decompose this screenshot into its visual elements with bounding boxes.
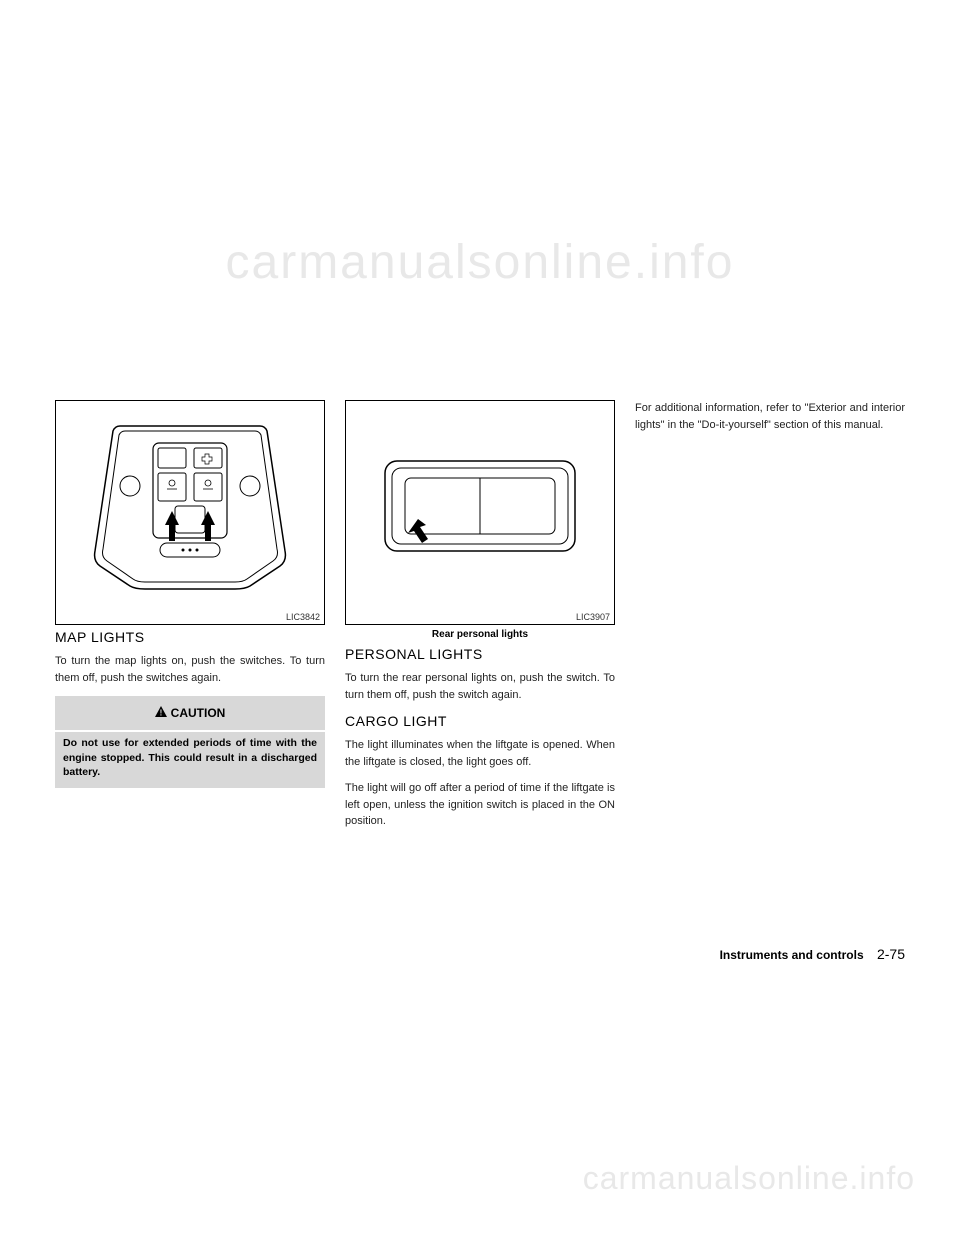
paragraph-cargo-1: The light illuminates when the liftgate …: [345, 737, 615, 770]
caution-label: CAUTION: [171, 706, 226, 720]
column-1: LIC3842 MAP LIGHTS To turn the map light…: [55, 400, 325, 840]
svg-text:!: !: [159, 709, 162, 718]
caution-box: ! CAUTION: [55, 696, 325, 730]
warning-icon: !: [155, 706, 167, 720]
heading-personal-lights: PERSONAL LIGHTS: [345, 646, 615, 662]
figure-rear-lights: LIC3907: [345, 400, 615, 625]
paragraph-personal-lights: To turn the rear personal lights on, pus…: [345, 670, 615, 703]
figure-label-2: LIC3907: [576, 612, 610, 622]
column-2: LIC3907 Rear personal lights PERSONAL LI…: [345, 400, 615, 840]
heading-map-lights: MAP LIGHTS: [55, 629, 325, 645]
paragraph-map-lights: To turn the map lights on, push the swit…: [55, 653, 325, 686]
watermark-bottom: carmanualsonline.info: [583, 1160, 915, 1197]
figure-caption-2: Rear personal lights: [345, 629, 615, 640]
caution-header: ! CAUTION: [63, 702, 317, 724]
paragraph-cargo-2: The light will go off after a period of …: [345, 780, 615, 830]
page-content: LIC3842 MAP LIGHTS To turn the map light…: [55, 400, 905, 840]
footer-page-number: 2-75: [877, 946, 905, 962]
map-lights-illustration: [75, 411, 305, 611]
watermark-top: carmanualsonline.info: [0, 235, 960, 290]
page-footer: Instruments and controls 2-75: [720, 946, 905, 962]
footer-section-name: Instruments and controls: [720, 948, 864, 962]
figure-map-lights: LIC3842: [55, 400, 325, 625]
rear-lights-illustration: [370, 441, 590, 571]
paragraph-additional-info: For additional information, refer to "Ex…: [635, 400, 905, 433]
heading-cargo-light: CARGO LIGHT: [345, 713, 615, 729]
caution-text: Do not use for extended periods of time …: [55, 732, 325, 788]
column-3: For additional information, refer to "Ex…: [635, 400, 905, 840]
figure-label-1: LIC3842: [286, 612, 320, 622]
